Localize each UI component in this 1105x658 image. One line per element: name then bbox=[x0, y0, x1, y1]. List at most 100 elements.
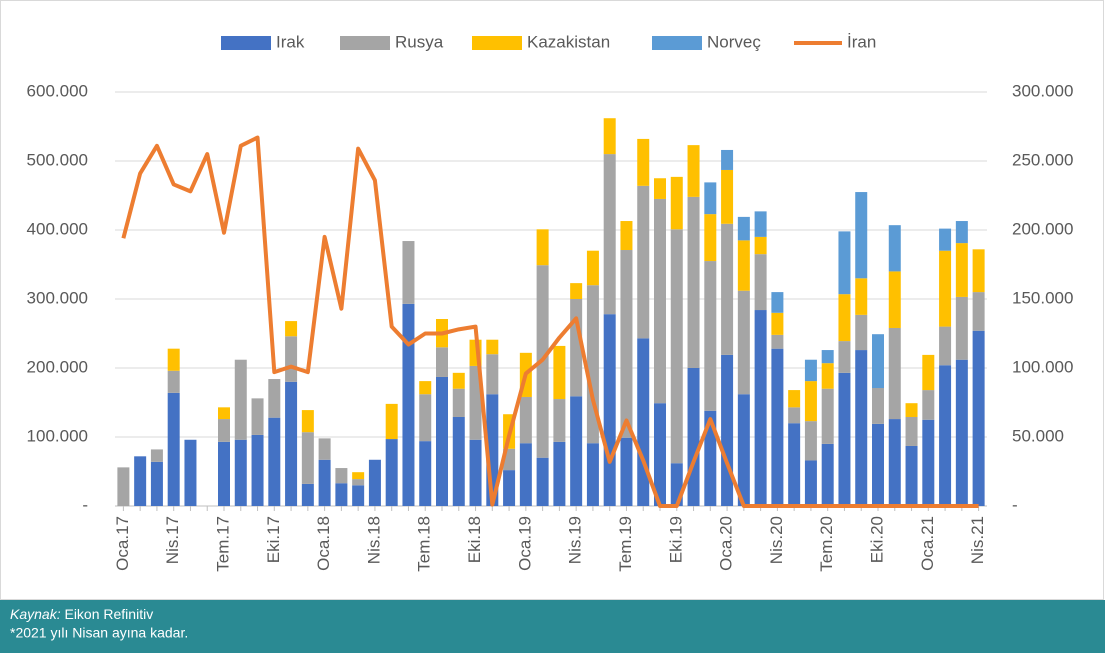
bar bbox=[167, 392, 180, 506]
bar bbox=[335, 483, 348, 506]
bar bbox=[972, 330, 985, 506]
y-tick-label: 600.000 bbox=[27, 81, 88, 100]
bar bbox=[939, 365, 952, 506]
bar bbox=[436, 376, 448, 506]
bar bbox=[234, 439, 247, 506]
bar bbox=[419, 394, 432, 442]
bar bbox=[402, 303, 415, 506]
bar bbox=[670, 229, 683, 464]
bar bbox=[737, 394, 750, 506]
footer: Kaynak: Eikon Refinitiv *2021 yılı Nisan… bbox=[0, 600, 1105, 653]
bar bbox=[905, 403, 918, 417]
bar bbox=[385, 403, 398, 440]
bar bbox=[939, 250, 952, 327]
bar bbox=[939, 326, 952, 366]
bar bbox=[150, 461, 163, 506]
bar bbox=[352, 472, 365, 480]
source-text: Eikon Refinitiv bbox=[64, 606, 153, 622]
bar bbox=[972, 249, 985, 293]
x-tick-label: Oca.20 bbox=[717, 516, 736, 571]
bar bbox=[821, 350, 834, 364]
bar bbox=[788, 390, 801, 408]
bar bbox=[285, 336, 298, 382]
bar bbox=[838, 231, 851, 295]
x-tick-label: Eki.20 bbox=[867, 516, 886, 563]
bar bbox=[570, 283, 583, 299]
bar bbox=[855, 278, 868, 315]
source: Kaynak: Eikon Refinitiv bbox=[10, 606, 153, 622]
bar bbox=[536, 457, 549, 506]
bar bbox=[218, 407, 230, 420]
line bbox=[121, 135, 979, 508]
bar bbox=[888, 327, 901, 420]
bar bbox=[788, 407, 801, 424]
legend-swatch bbox=[221, 36, 271, 50]
bar bbox=[737, 216, 750, 241]
bar bbox=[503, 470, 516, 506]
bar bbox=[234, 359, 247, 440]
x-tick-label: Tem.20 bbox=[817, 516, 836, 572]
bar bbox=[469, 439, 482, 506]
y-tick-label: 200.000 bbox=[27, 357, 88, 376]
bar bbox=[167, 348, 180, 371]
bar bbox=[285, 381, 298, 506]
bar bbox=[419, 441, 432, 506]
bar bbox=[301, 410, 314, 433]
bar bbox=[402, 241, 415, 304]
legend-label: Kazakistan bbox=[527, 32, 610, 51]
bar bbox=[452, 372, 465, 389]
bar bbox=[486, 354, 499, 395]
legend-label: Irak bbox=[276, 32, 305, 51]
bar bbox=[721, 223, 734, 355]
x-tick-label: Nis.19 bbox=[566, 516, 585, 564]
source-label: Kaynak: bbox=[10, 606, 61, 622]
y-tick-label: 400.000 bbox=[27, 219, 88, 238]
bar bbox=[620, 221, 633, 251]
bar bbox=[838, 372, 851, 506]
bar bbox=[922, 390, 935, 420]
bar bbox=[821, 443, 834, 506]
bar bbox=[318, 438, 331, 460]
bar bbox=[352, 485, 365, 506]
chart-frame bbox=[0, 0, 1104, 600]
bar bbox=[603, 118, 616, 155]
bar bbox=[553, 399, 566, 442]
bar bbox=[553, 441, 566, 506]
bar bbox=[704, 214, 717, 262]
bar bbox=[821, 388, 834, 444]
bar bbox=[804, 359, 817, 382]
y2-tick-label: 250.000 bbox=[1012, 150, 1073, 169]
bar bbox=[704, 182, 717, 215]
footer-band bbox=[0, 600, 1105, 653]
bar bbox=[972, 292, 985, 331]
bar bbox=[838, 294, 851, 342]
x-tick-label: Nis.17 bbox=[163, 516, 182, 564]
y2-tick-label: 200.000 bbox=[1012, 219, 1073, 238]
bar bbox=[955, 221, 968, 244]
y2-tick-label: - bbox=[1012, 495, 1018, 514]
x-tick-label: Eki.18 bbox=[465, 516, 484, 563]
bar bbox=[519, 443, 532, 506]
bar bbox=[167, 370, 180, 393]
bar bbox=[436, 347, 448, 377]
bar bbox=[721, 354, 734, 506]
bar bbox=[368, 459, 381, 506]
bar bbox=[855, 192, 868, 279]
x-tick-label: Tem.19 bbox=[616, 516, 635, 572]
bar bbox=[754, 211, 767, 237]
bar bbox=[771, 334, 784, 349]
bar bbox=[335, 468, 348, 484]
bar bbox=[553, 345, 566, 400]
bar bbox=[117, 467, 130, 506]
bar bbox=[922, 419, 935, 506]
bar bbox=[804, 421, 817, 461]
bar bbox=[536, 229, 549, 266]
bar bbox=[955, 359, 968, 506]
x-tick-label: Oca.19 bbox=[515, 516, 534, 571]
y2-tick-label: 150.000 bbox=[1012, 288, 1073, 307]
bar bbox=[318, 459, 331, 506]
bar bbox=[654, 403, 666, 506]
y-tick-label: 100.000 bbox=[27, 426, 88, 445]
bar bbox=[687, 368, 700, 506]
bar bbox=[838, 341, 851, 373]
